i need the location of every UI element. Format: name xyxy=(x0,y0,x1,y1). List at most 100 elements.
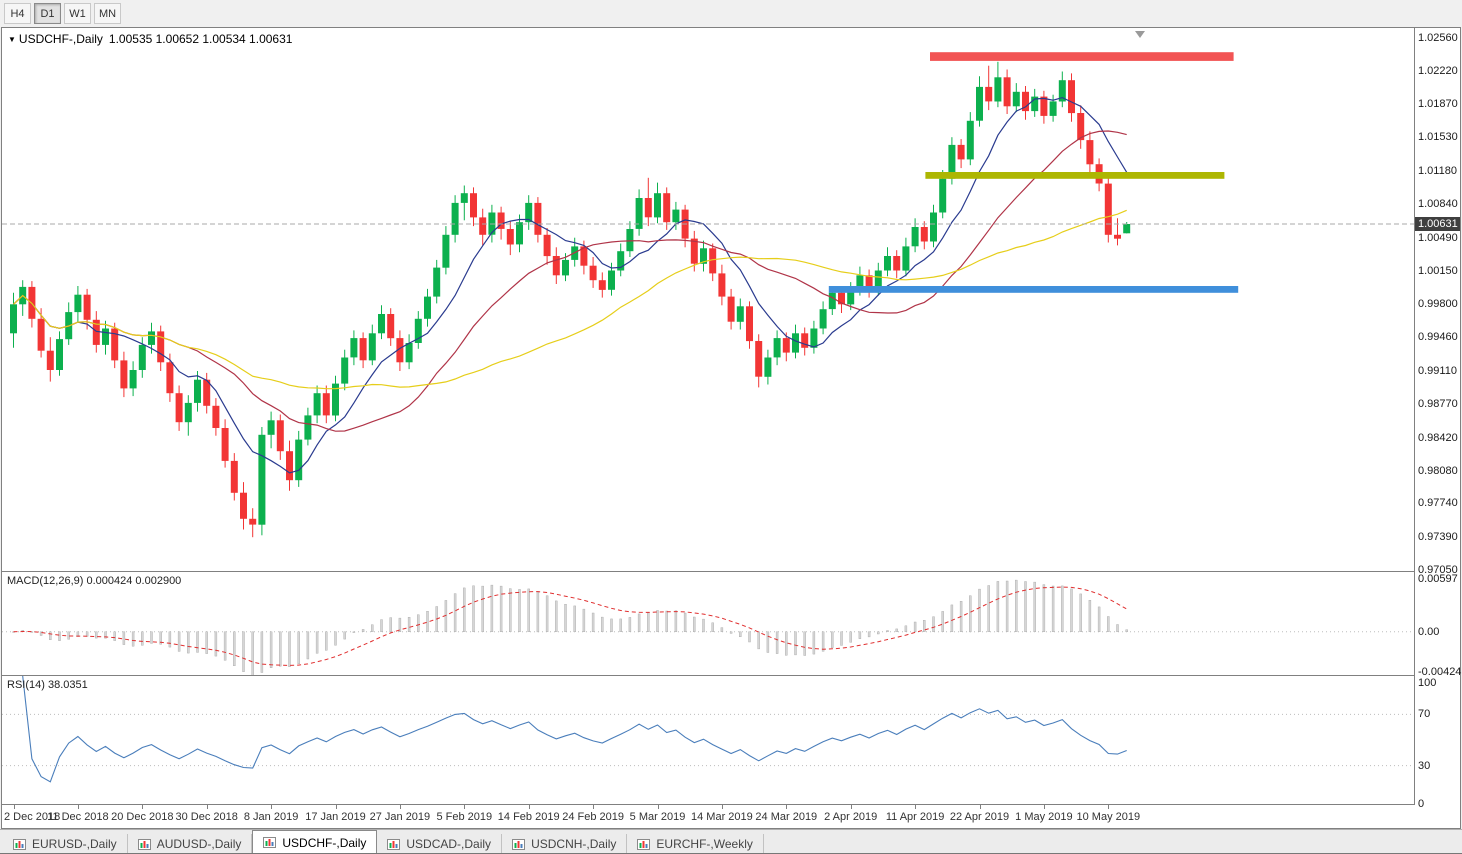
macd-pane-canvas[interactable] xyxy=(2,572,1414,675)
chart-tab-label: EURUSD-,Daily xyxy=(32,837,117,851)
price-axis-label: 0.97740 xyxy=(1418,497,1458,510)
date-label: 14 Mar 2019 xyxy=(691,811,753,823)
candles-layer xyxy=(10,61,1131,538)
time-tick xyxy=(528,805,530,809)
date-label: 5 Mar 2019 xyxy=(629,811,686,823)
time-tick xyxy=(13,805,15,809)
price-chart-canvas[interactable] xyxy=(2,28,1414,571)
price-axis-label: 0.97050 xyxy=(1418,564,1458,576)
chart-symbol-label: USDCHF-,Daily xyxy=(18,32,103,46)
price-axis-label: 0.97390 xyxy=(1418,531,1458,544)
time-tick xyxy=(1108,805,1110,809)
macd-name: MACD(12,26,9) xyxy=(7,575,84,587)
pane-separator xyxy=(2,804,1460,805)
time-tick xyxy=(721,805,723,809)
price-axis-label: 0.98770 xyxy=(1418,397,1458,410)
chart-tab-eurchf-weekly[interactable]: EURCHF-,Weekly xyxy=(627,834,764,853)
rsi-name: RSI(14) xyxy=(7,679,45,691)
chart-tab-eurusd-daily[interactable]: EURUSD-,Daily xyxy=(3,834,128,853)
date-label: 24 Feb 2019 xyxy=(562,811,624,823)
price-axis-label: 1.00490 xyxy=(1418,231,1458,244)
rsi-value: 38.0351 xyxy=(47,679,88,691)
price-axis-label: 1.01870 xyxy=(1418,98,1458,111)
time-tick xyxy=(142,805,144,809)
timeframe-button-mn[interactable]: MN xyxy=(94,3,121,24)
chart-tab-label: AUDUSD-,Daily xyxy=(156,837,242,851)
timeframe-button-h4[interactable]: H4 xyxy=(4,3,31,24)
date-label: 17 Jan 2019 xyxy=(305,811,366,823)
chart-tabs-bar: EURUSD-,Daily AUDUSD-,Daily USDCHF-,Daily U… xyxy=(0,829,1462,853)
date-label: 11 Apr 2019 xyxy=(885,811,945,823)
resistance-zone[interactable] xyxy=(930,52,1234,61)
price-axis-label: 1.00150 xyxy=(1418,264,1458,277)
dropdown-triangle-icon: ▼ xyxy=(8,35,16,44)
timeframe-button-w1[interactable]: W1 xyxy=(64,3,91,24)
pane-separator[interactable] xyxy=(2,571,1460,572)
date-label: 10 May 2019 xyxy=(1076,811,1141,823)
price-axis-label: 1.01180 xyxy=(1418,165,1457,177)
date-label: 27 Jan 2019 xyxy=(369,811,431,823)
rsi-pane-canvas[interactable] xyxy=(2,676,1414,804)
axis-separator xyxy=(1414,28,1415,805)
time-tick xyxy=(657,805,659,809)
ma-slow-line xyxy=(13,209,1127,390)
chart-tab-label: EURCHF-,Weekly xyxy=(656,837,753,851)
date-label: 2 Dec 2018 xyxy=(4,811,61,823)
broken-support-zone[interactable] xyxy=(925,172,1225,179)
time-axis[interactable]: 2 Dec 2018 11 Dec 2018 20 Dec 2018 30 Dec 2… xyxy=(2,805,1414,828)
chart-tab-usdcnh-daily[interactable]: USDCNH-,Daily xyxy=(502,834,628,853)
date-label: 14 Feb 2019 xyxy=(497,811,560,823)
timeframe-toolbar: H4 D1 W1 MN xyxy=(0,0,1462,27)
chart-tab-icon xyxy=(512,838,526,850)
macd-axis-label: -0.00424 xyxy=(1418,666,1462,679)
rsi-axis-label: 70 xyxy=(1418,708,1431,721)
price-axis-label: 1.00840 xyxy=(1418,197,1458,210)
macd-axis-label: 0.00597 xyxy=(1418,573,1458,585)
price-axis-label: 0.99800 xyxy=(1418,298,1458,311)
price-axis-label: 1.01530 xyxy=(1418,131,1458,144)
date-label: 24 Mar 2019 xyxy=(755,811,818,823)
support-zone[interactable] xyxy=(828,286,1239,293)
chart-tab-icon xyxy=(637,838,651,850)
time-tick xyxy=(206,805,208,809)
time-tick xyxy=(593,805,595,809)
price-axis[interactable]: 1.00631 1.02560 1.02220 1.01870 1.01530 1.01… xyxy=(1415,28,1462,828)
time-tick xyxy=(1043,805,1045,809)
price-axis-label: 0.98080 xyxy=(1418,464,1458,477)
chart-tab-icon xyxy=(13,838,26,850)
rsi-axis-label: 30 xyxy=(1418,759,1431,772)
time-tick xyxy=(77,805,79,809)
chart-tab-usdchf-daily[interactable]: USDCHF-,Daily xyxy=(252,830,378,853)
rsi-indicator-label: RSI(14) 38.0351 xyxy=(7,679,88,691)
chart-tab-label: USDCNH-,Daily xyxy=(531,837,617,851)
date-label: 30 Dec 2018 xyxy=(175,811,238,823)
chart-tab-usdcad-daily[interactable]: USDCAD-,Daily xyxy=(377,834,503,853)
chart-tab-label: USDCHF-,Daily xyxy=(282,835,367,850)
price-axis-label: 1.02560 xyxy=(1418,31,1458,44)
chart-tab-icon xyxy=(263,837,277,848)
chart-ohlc-values: 1.00535 1.00652 1.00534 1.00631 xyxy=(108,32,293,46)
time-tick xyxy=(335,805,337,809)
date-label: 20 Dec 2018 xyxy=(111,811,174,823)
macd-indicator-label: MACD(12,26,9) 0.000424 0.002900 xyxy=(7,575,181,587)
macd-histogram xyxy=(12,579,1128,675)
current-price-badge: 1.00631 xyxy=(1415,217,1460,231)
pane-separator[interactable] xyxy=(2,675,1460,676)
date-label: 1 May 2019 xyxy=(1015,811,1073,823)
date-label: 8 Jan 2019 xyxy=(243,811,299,823)
price-axis-label: 0.99460 xyxy=(1418,331,1458,344)
time-tick xyxy=(271,805,273,809)
price-axis-label: 0.98420 xyxy=(1418,431,1458,444)
time-tick xyxy=(786,805,788,809)
time-tick xyxy=(915,805,917,809)
time-tick xyxy=(979,805,981,809)
date-label: 5 Feb 2019 xyxy=(436,811,493,823)
macd-values: 0.000424 0.002900 xyxy=(86,575,182,587)
date-label: 11 Dec 2018 xyxy=(47,811,109,823)
rsi-axis-label: 100 xyxy=(1418,677,1437,689)
chart-tab-audusd-daily[interactable]: AUDUSD-,Daily xyxy=(128,834,253,853)
timeframe-button-d1[interactable]: D1 xyxy=(34,3,61,24)
ma-fast-line xyxy=(13,96,1128,474)
chart-frame: ▼ USDCHF-,Daily 1.00535 1.00652 1.00534 1.… xyxy=(1,27,1461,829)
chart-shift-marker-icon[interactable] xyxy=(1135,31,1145,38)
